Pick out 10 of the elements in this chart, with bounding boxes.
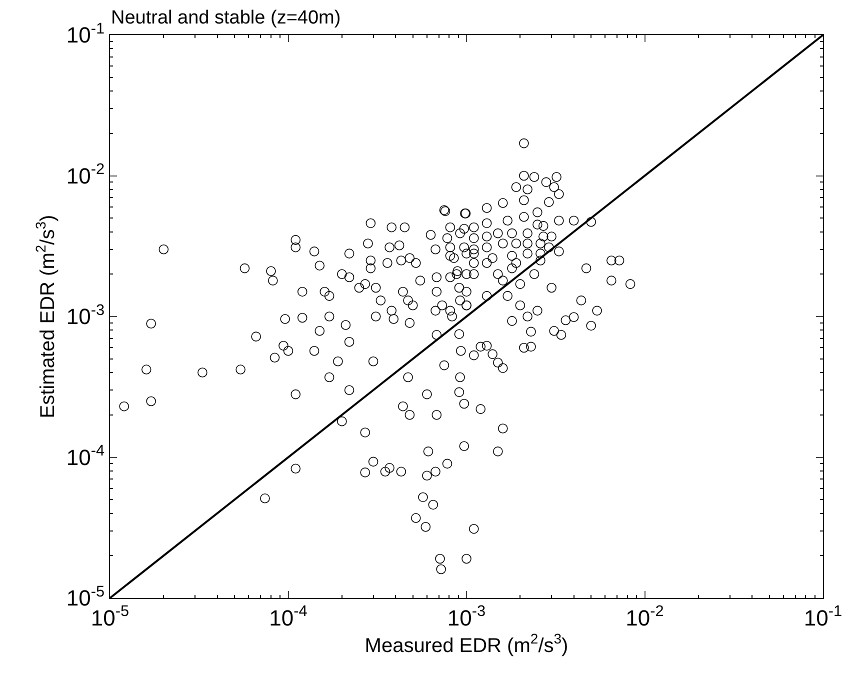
y-tick-label: 10$^{-2}$ — [66, 161, 105, 188]
chart-title: Neutral and stable (z=40m) — [111, 7, 341, 28]
x-tick-label: 10$^{-1}$ — [804, 603, 842, 630]
x-tick-label: 10$^{-2}$ — [626, 603, 664, 630]
y-tick-label: 10$^{-4}$ — [66, 442, 106, 470]
x-axis-title: Measured EDR (m$^{2}$/s$^{3}$) — [364, 630, 568, 657]
x-tick-label: 10$^{-4}$ — [269, 603, 308, 630]
x-tick-label: 10$^{-3}$ — [447, 603, 486, 630]
y-tick-label: 10$^{-1}$ — [66, 20, 105, 48]
y-tick-label: 10$^{-3}$ — [66, 302, 105, 330]
